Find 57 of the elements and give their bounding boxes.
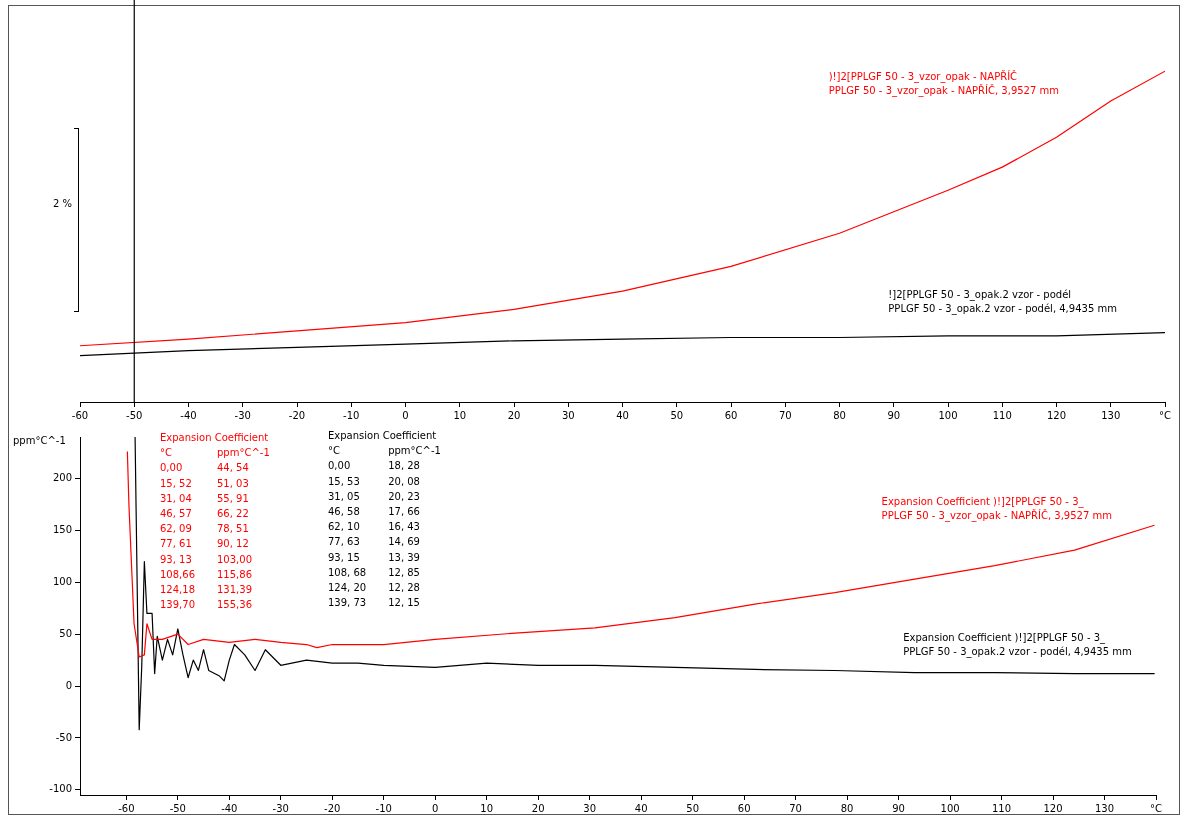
- y-axis-title: ppm°C^-1: [13, 434, 66, 446]
- series-label: !]2[PPLGF 50 - 3_opak.2 vzor - podél PPLGF 50 - 3_opak.2 vzor - podél, 4,9435 mm: [888, 289, 1117, 316]
- x-tick-label: 30: [561, 409, 575, 421]
- series-label: Expansion Coefficient )!]2[PPLGF 50 - 3_ PPLGF 50 - 3_vzor_opak - NAPŘÍČ, 3,9527 mm: [881, 496, 1112, 523]
- text: Expansion Coefficient °C ppm°C^-1 0,00 44, 54 15, 52 51, 03 31, 04 55, 91 46, 57 66, 22 62, 09 78, 51 77, 61 90, 12 93, 13 103,00 108,66 115,86 124,18 131,39 139,70 155,36: [160, 432, 270, 611]
- x-tick-label: -50: [169, 802, 186, 814]
- y-tick-label: 0: [65, 679, 72, 691]
- x-tick-label: 20: [531, 802, 545, 814]
- x-tick-label: 60: [737, 802, 751, 814]
- x-tick-label: -60: [71, 409, 89, 421]
- x-tick-label: 10: [453, 409, 467, 421]
- x-tick-label: 0: [402, 409, 409, 421]
- x-tick-label: -50: [126, 409, 143, 421]
- y-tick-label: 200: [52, 472, 72, 484]
- x-tick-label: -20: [324, 802, 341, 814]
- x-tick-label: 130: [1101, 409, 1121, 421]
- text: 2 %: [51, 197, 72, 211]
- x-tick-label: 110: [992, 409, 1012, 421]
- x-tick-label: 130: [1094, 802, 1115, 814]
- y-tick-label: 150: [52, 523, 72, 535]
- x-tick-label: -30: [272, 802, 289, 814]
- x-tick-label: 60: [724, 409, 738, 421]
- x-tick-label: 80: [833, 409, 846, 421]
- x-tick-label: 70: [778, 409, 792, 421]
- x-tick-label: -30: [234, 409, 251, 421]
- x-tick-label: 90: [892, 802, 905, 814]
- y-tick-label: 50: [59, 627, 72, 639]
- x-tick-label: -10: [375, 802, 392, 814]
- x-tick-label: 40: [634, 802, 648, 814]
- x-tick-label: -20: [288, 409, 306, 421]
- x-tick-label: 90: [887, 409, 901, 421]
- x-tick-label: 30: [583, 802, 597, 814]
- series-label: Expansion Coefficient )!]2[PPLGF 50 - 3_ PPLGF 50 - 3_opak.2 vzor - podél, 4,9435 mm: [903, 632, 1132, 659]
- x-tick-label: 120: [1043, 802, 1063, 814]
- x-tick-label: 40: [616, 409, 629, 421]
- y-tick-label: -100: [49, 783, 72, 795]
- x-tick-label: 100: [938, 409, 958, 421]
- x-tick-label: -60: [118, 802, 135, 814]
- x-tick-label: °C: [1159, 409, 1172, 421]
- y-tick-label: 100: [52, 575, 72, 587]
- x-tick-label: 70: [789, 802, 802, 814]
- x-tick-label: -40: [180, 409, 197, 421]
- x-tick-label: 120: [1046, 409, 1067, 421]
- x-tick-label: 110: [992, 802, 1012, 814]
- x-tick-label: 50: [670, 409, 684, 421]
- x-tick-label: 50: [686, 802, 700, 814]
- x-tick-label: 0: [432, 802, 439, 814]
- x-tick-label: 20: [507, 409, 521, 421]
- x-tick-label: 100: [940, 802, 960, 814]
- text: )!]2[PPLGF 50 - 3_vzor_opak - NAPŘÍČ PPLGF 50 - 3_vzor_opak - NAPŘÍČ, 3,9527 mm: [828, 70, 1060, 98]
- x-tick-label: 10: [480, 802, 494, 814]
- x-tick-label: 80: [840, 802, 854, 814]
- x-tick-label: °C: [1150, 802, 1163, 814]
- x-tick-label: -10: [343, 409, 360, 421]
- y-tick-label: -50: [55, 731, 72, 743]
- text: Expansion Coefficient °C ppm°C^-1 0,00 18, 28 15, 53 20, 08 31, 05 20, 23 46, 58 17, 66 62, 10 16, 43 77, 63 14, 69 93, 15 13, 39 108, 68 12, 85 124, 20 12, 28 139, 73 12, 15: [328, 430, 441, 609]
- x-tick-label: -40: [221, 802, 238, 814]
